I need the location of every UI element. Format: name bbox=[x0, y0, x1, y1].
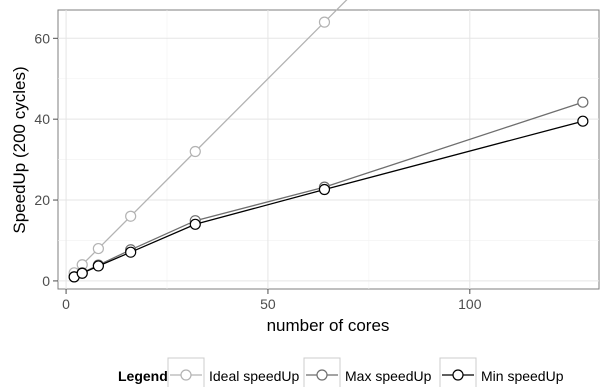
grid bbox=[58, 10, 599, 289]
ideal-speedup-series bbox=[68, 0, 348, 279]
ideal-speedup-point bbox=[318, 16, 331, 28]
ideal-speedup-point bbox=[189, 145, 201, 158]
legend-title: Legend bbox=[118, 368, 168, 384]
min-speedup-point bbox=[577, 115, 589, 127]
y-axis-title: SpeedUp (200 cycles) bbox=[10, 66, 29, 233]
y-tick-label: 40 bbox=[34, 111, 50, 127]
min-speedup-series bbox=[68, 115, 589, 283]
series-layer bbox=[68, 0, 589, 283]
x-tick-label: 0 bbox=[62, 296, 70, 312]
plot-panel bbox=[57, 9, 600, 290]
min-speedup-point bbox=[189, 218, 201, 230]
legend-key-point-ideal-speedup bbox=[180, 369, 192, 381]
min-speedup-point bbox=[125, 246, 137, 258]
legend-key-point-max-speedup bbox=[316, 369, 328, 381]
y-tick-label: 20 bbox=[34, 192, 50, 208]
legend: Legend Ideal speedUp Max speedUp Min speed… bbox=[118, 357, 564, 392]
legend-key-point-min-speedup bbox=[452, 369, 464, 381]
min-speedup-point bbox=[76, 267, 88, 279]
min-speedup-point bbox=[92, 260, 104, 272]
x-tick-label: 50 bbox=[260, 296, 276, 312]
y-tick-label: 0 bbox=[42, 273, 50, 289]
x-axis-title: number of cores bbox=[267, 316, 390, 335]
max-speedup-point bbox=[577, 96, 589, 108]
min-speedup-point bbox=[318, 183, 331, 196]
y-tick-label: 60 bbox=[34, 30, 50, 46]
x-tick-label: 100 bbox=[458, 296, 482, 312]
legend-label-ideal-speedup: Ideal speedUp bbox=[209, 368, 300, 384]
ticks: 0 20 40 60 0 50 100 bbox=[34, 30, 481, 312]
legend-label-min-speedup: Min speedUp bbox=[481, 368, 564, 384]
ideal-speedup-point bbox=[92, 242, 104, 255]
legend-label-max-speedup: Max speedUp bbox=[345, 368, 432, 384]
ideal-speedup-point bbox=[125, 210, 137, 222]
